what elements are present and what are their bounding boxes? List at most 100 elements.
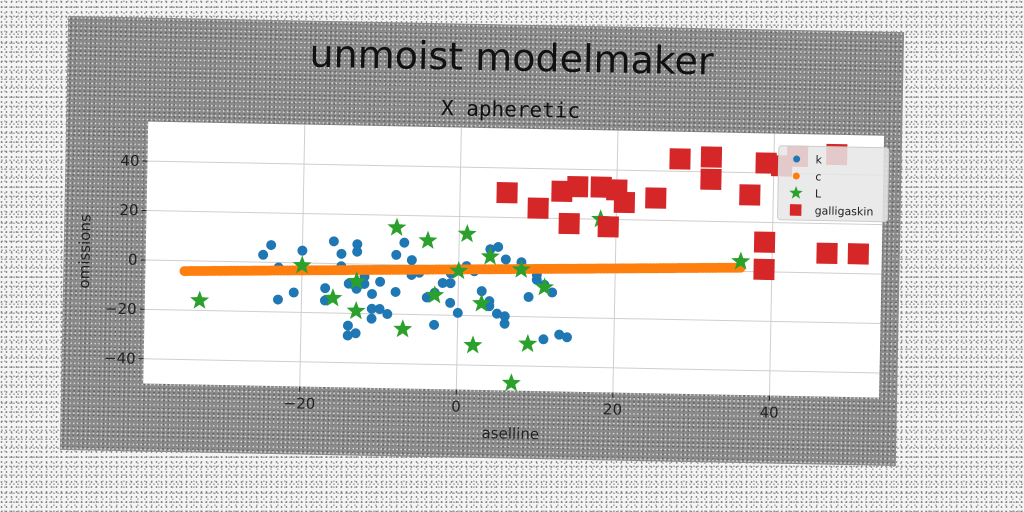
data-point bbox=[499, 311, 510, 322]
data-point bbox=[382, 309, 393, 320]
data-point bbox=[613, 191, 636, 214]
x-tick-label: 20 bbox=[603, 400, 622, 418]
x-axis-label: aselline bbox=[481, 424, 539, 443]
data-point bbox=[418, 230, 438, 249]
data-point bbox=[272, 294, 283, 305]
data-point bbox=[753, 258, 775, 281]
data-point bbox=[452, 307, 463, 318]
data-point bbox=[527, 197, 549, 219]
ticks-layer: −20 0 20 40 −40 −20 0 20 40 bbox=[104, 152, 779, 422]
series-L bbox=[190, 209, 751, 392]
data-point bbox=[449, 260, 469, 280]
marks-layer bbox=[179, 143, 870, 392]
chart-title: X apheretic bbox=[441, 96, 581, 123]
data-point bbox=[463, 335, 483, 354]
data-point bbox=[342, 320, 353, 331]
data-point bbox=[297, 245, 308, 256]
x-tick-label: −20 bbox=[283, 394, 315, 413]
y-tick-label: 20 bbox=[119, 201, 138, 219]
y-tick-label: −20 bbox=[105, 300, 137, 319]
data-point bbox=[292, 255, 312, 274]
data-point bbox=[347, 271, 367, 290]
plot-area bbox=[143, 121, 885, 398]
data-point bbox=[346, 300, 366, 320]
data-point bbox=[753, 231, 776, 253]
data-point bbox=[669, 148, 691, 170]
data-point bbox=[366, 313, 377, 324]
chart-svg: unmoist modelmaker X apheretic −20 0 20 40−… bbox=[75, 32, 890, 443]
data-point bbox=[523, 291, 534, 302]
y-tick-label: 0 bbox=[128, 251, 138, 269]
y-gridline bbox=[143, 358, 880, 374]
data-point bbox=[496, 182, 518, 204]
data-point bbox=[499, 318, 510, 329]
data-point bbox=[374, 303, 385, 314]
data-point bbox=[645, 187, 667, 209]
data-point bbox=[391, 249, 402, 260]
data-point bbox=[561, 332, 572, 343]
data-point bbox=[352, 239, 363, 250]
legend-marker bbox=[792, 172, 800, 180]
data-point bbox=[336, 248, 347, 259]
data-point bbox=[323, 288, 343, 307]
legend-label: L bbox=[815, 187, 822, 200]
data-point bbox=[367, 288, 378, 299]
data-point bbox=[429, 319, 440, 330]
legend-label: galligaskin bbox=[815, 204, 874, 218]
data-point bbox=[558, 212, 580, 235]
data-point bbox=[406, 255, 417, 266]
legend-marker bbox=[789, 204, 802, 216]
x-gridline bbox=[455, 127, 462, 390]
y-gridline bbox=[146, 210, 883, 226]
data-point bbox=[320, 283, 331, 294]
data-point bbox=[511, 259, 531, 278]
data-point bbox=[480, 246, 500, 265]
legend-marker bbox=[789, 186, 803, 199]
data-point bbox=[566, 175, 589, 198]
data-point bbox=[399, 237, 410, 248]
data-point bbox=[366, 303, 377, 314]
data-point bbox=[700, 146, 723, 168]
chart-figure: unmoist modelmaker X apheretic −20 0 20 40−… bbox=[59, 16, 905, 466]
data-point bbox=[457, 224, 477, 243]
data-point bbox=[445, 278, 456, 289]
data-point bbox=[445, 297, 456, 308]
data-point bbox=[390, 286, 401, 297]
y-gridline bbox=[144, 308, 881, 325]
data-point bbox=[190, 290, 210, 309]
data-point bbox=[816, 242, 838, 264]
legend-label: k bbox=[815, 153, 822, 166]
data-point bbox=[739, 184, 761, 206]
x-tick-label: 40 bbox=[759, 403, 778, 421]
data-point bbox=[534, 277, 554, 296]
y-tick-label: −40 bbox=[104, 349, 136, 368]
data-point bbox=[538, 334, 549, 345]
data-point bbox=[700, 168, 722, 191]
data-point bbox=[491, 308, 502, 319]
x-tick-label: 0 bbox=[451, 397, 461, 415]
data-point bbox=[500, 254, 511, 265]
y-axis-label: omissions bbox=[75, 214, 94, 289]
data-point bbox=[554, 329, 565, 340]
data-point bbox=[472, 293, 492, 312]
x-gridline bbox=[612, 130, 619, 393]
y-tick-label: 40 bbox=[120, 152, 139, 170]
data-point bbox=[425, 285, 445, 304]
legend-label: c bbox=[815, 170, 821, 183]
data-point bbox=[493, 241, 504, 252]
data-point bbox=[352, 246, 363, 257]
data-point bbox=[387, 217, 407, 236]
data-point bbox=[847, 243, 870, 265]
data-point bbox=[393, 319, 413, 338]
data-point bbox=[375, 276, 386, 287]
data-point bbox=[597, 216, 619, 238]
data-point bbox=[731, 251, 751, 270]
data-point bbox=[437, 277, 448, 288]
data-point bbox=[288, 287, 299, 298]
data-point bbox=[350, 328, 361, 339]
data-point bbox=[258, 249, 269, 260]
legend-box bbox=[777, 145, 890, 223]
chart-suptitle: unmoist modelmaker bbox=[309, 32, 714, 84]
data-point bbox=[501, 373, 521, 392]
